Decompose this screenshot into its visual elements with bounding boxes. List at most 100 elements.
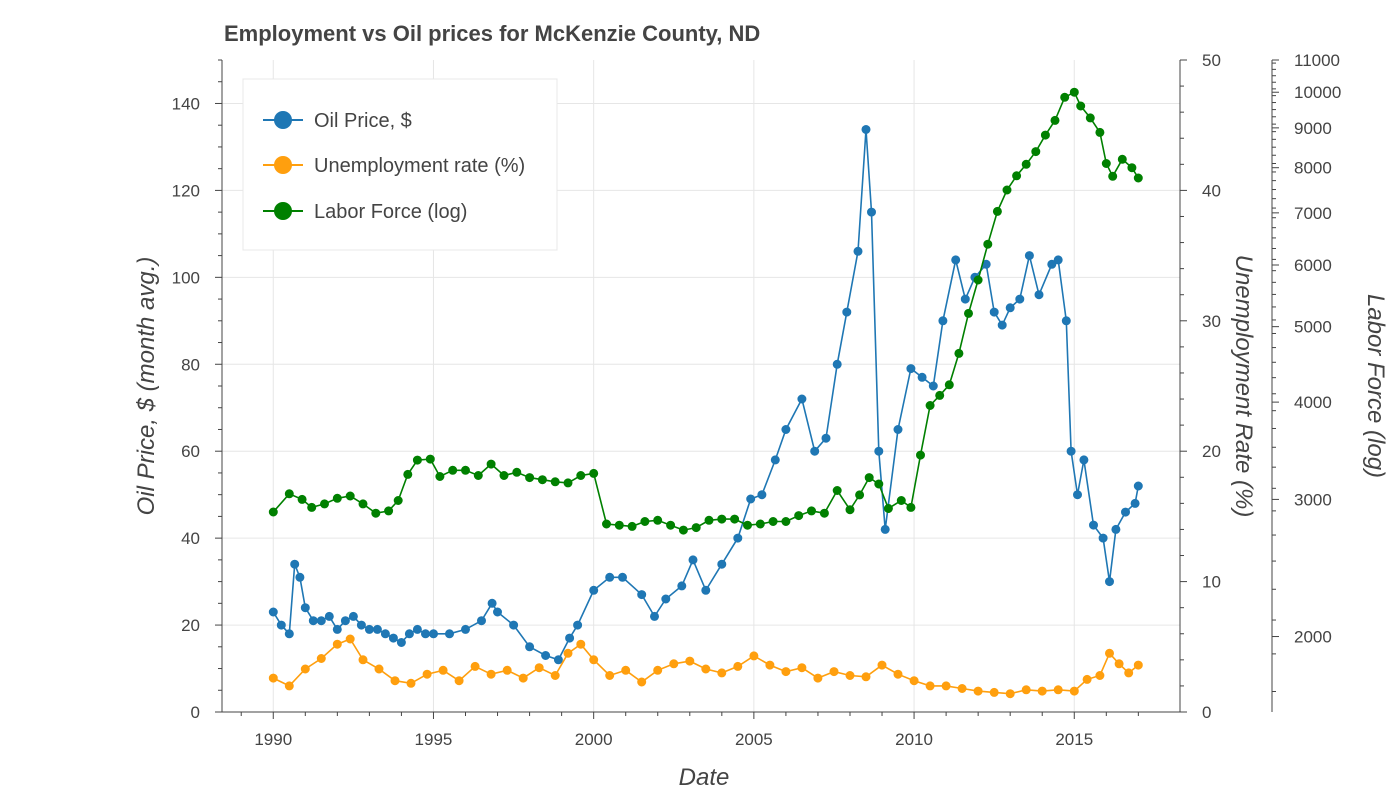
data-point-unemployment-rate [893,669,903,679]
data-point-labor-force [730,514,740,524]
data-point-oil-price [356,620,366,630]
data-point-labor-force [393,496,403,505]
left-tick-label: 60 [181,442,200,461]
data-point-labor-force [425,454,435,464]
data-point-oil-price [951,255,961,265]
data-point-labor-force [576,471,586,480]
data-point-unemployment-rate [653,665,663,675]
x-tick-label: 2015 [1055,730,1093,749]
data-point-oil-price [1066,446,1076,456]
data-point-labor-force [268,507,278,517]
data-point-oil-price [380,629,390,639]
data-point-oil-price [1089,520,1098,530]
data-point-oil-price [637,590,647,600]
data-point-labor-force [973,275,983,285]
data-point-labor-force [653,515,663,525]
data-point-oil-price [525,642,535,652]
data-point-labor-force [284,489,294,499]
data-point-labor-force [1012,171,1022,181]
data-point-oil-price [396,638,406,647]
labor-force-tick-label: 4000 [1294,393,1332,412]
data-point-unemployment-rate [454,676,464,686]
data-point-unemployment-rate [284,681,294,691]
data-point-labor-force [666,520,676,530]
legend-label-unemployment: Unemployment rate (%) [314,155,525,177]
data-point-unemployment-rate [845,671,855,680]
data-point-labor-force [435,472,445,481]
data-point-unemployment-rate [877,660,887,670]
data-point-labor-force [916,450,925,460]
data-point-labor-force [1002,185,1012,195]
data-point-oil-price [553,655,563,665]
data-point-oil-price [770,455,780,465]
data-point-unemployment-rate [637,677,647,687]
data-point-labor-force [743,520,752,530]
data-point-unemployment-rate [1105,648,1114,658]
data-point-unemployment-rate [781,667,791,677]
data-point-oil-price [781,425,791,434]
data-point-labor-force [768,517,778,526]
data-point-unemployment-rate [345,634,355,644]
data-point-oil-price [997,320,1007,330]
data-point-oil-price [832,359,842,369]
data-point-unemployment-rate [941,681,951,691]
data-point-unemployment-rate [957,684,967,693]
data-point-oil-price [821,433,831,443]
data-point-oil-price [372,624,382,634]
data-point-oil-price [1130,498,1140,508]
data-point-oil-price [509,620,519,630]
data-point-labor-force [678,525,688,535]
data-point-oil-price [1079,455,1089,465]
legend: Oil Price, $ Unemployment rate (%) Labor… [242,78,558,251]
data-point-unemployment-rate [1124,668,1134,678]
data-point-labor-force [691,523,701,533]
data-point-oil-price [842,307,852,317]
data-point-oil-price [1024,251,1034,261]
unemployment-tick-label: 0 [1202,703,1211,722]
data-point-oil-price [332,624,342,634]
data-point-labor-force [499,471,509,480]
data-point-oil-price [989,307,999,317]
data-point-labor-force [807,506,816,516]
left-tick-label: 140 [172,94,200,113]
data-point-labor-force [1117,154,1127,164]
data-point-oil-price [917,372,927,382]
data-point-labor-force [525,473,535,483]
data-point-unemployment-rate [502,665,512,675]
data-point-labor-force [1085,113,1095,123]
data-point-labor-force [794,511,804,521]
data-point-labor-force [550,477,560,487]
data-point-unemployment-rate [518,673,528,683]
data-point-oil-price [388,633,398,643]
data-point-oil-price [861,125,871,134]
data-point-oil-price [938,316,948,326]
data-point-labor-force [855,490,865,500]
data-point-oil-price [650,611,659,621]
left-tick-label: 40 [181,529,200,548]
labor-force-tick-label: 9000 [1294,119,1332,138]
legend-item-unemployment: Unemployment rate (%) [263,155,525,177]
bottom-axis: 1990 1995 2000 2005 2010 2015 [222,711,1180,749]
data-point-oil-price [1061,316,1071,326]
data-point-labor-force [1050,115,1060,125]
data-point-unemployment-rate [550,671,560,680]
data-point-unemployment-rate [1114,659,1124,669]
data-point-labor-force [332,493,342,503]
data-point-labor-force [864,473,874,483]
data-point-oil-price [1098,533,1108,543]
data-point-oil-price [487,598,497,608]
data-point-labor-force [1069,87,1079,97]
data-point-unemployment-rate [765,660,775,670]
labor-force-tick-label: 10000 [1294,83,1341,102]
data-point-oil-price [276,620,286,630]
data-point-labor-force [896,496,906,505]
data-point-oil-price [421,629,430,639]
series-oil-price [268,125,1143,665]
data-point-oil-price [429,629,438,639]
data-point-labor-force [448,465,458,475]
labor-force-tick-label: 8000 [1294,159,1332,178]
data-point-oil-price [300,603,310,613]
data-point-oil-price [1034,290,1044,300]
left-tick-label: 20 [181,616,200,635]
